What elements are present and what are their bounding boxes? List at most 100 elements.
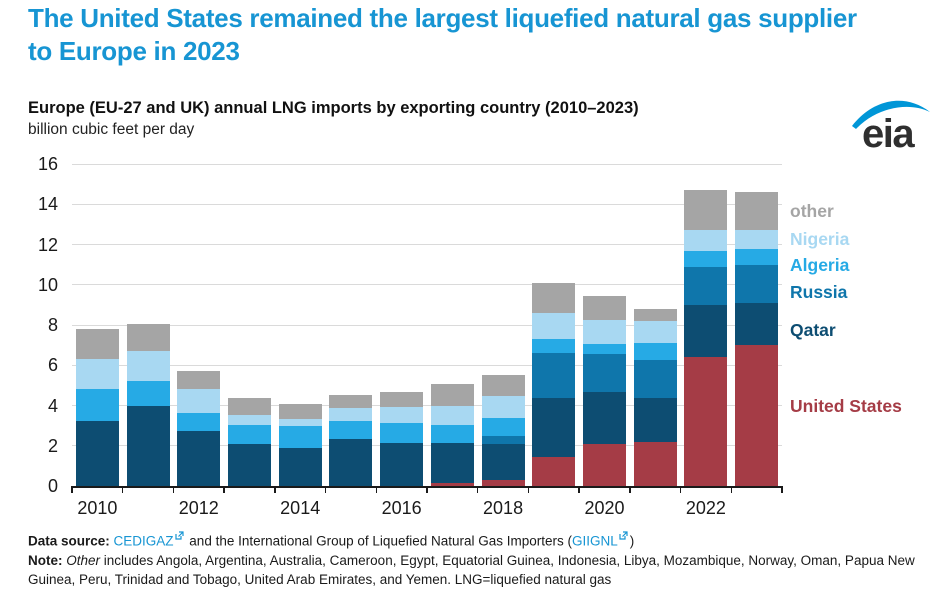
eia-logo: eia bbox=[850, 96, 932, 160]
bar-segment-qatar bbox=[75, 420, 119, 486]
note-label: Note: bbox=[28, 552, 67, 568]
x-axis-tick bbox=[426, 486, 428, 493]
bar-segment-qatar bbox=[126, 405, 170, 486]
note-text: includes Angola, Argentina, Australia, C… bbox=[28, 552, 919, 587]
bar-segment-qatar bbox=[177, 430, 221, 486]
bar-segment-algeria bbox=[177, 412, 221, 431]
gridline bbox=[72, 445, 782, 447]
bar-segment-algeria bbox=[532, 339, 576, 354]
gridline bbox=[72, 405, 782, 406]
x-axis-tick bbox=[629, 486, 631, 493]
x-axis-tick bbox=[578, 486, 580, 493]
bar-segment-nigeria bbox=[430, 405, 474, 425]
data-source-label: Data source: bbox=[28, 533, 114, 549]
bar-2020 bbox=[583, 295, 626, 486]
bar-segment-qatar bbox=[735, 302, 779, 346]
page-title: The United States remained the largest l… bbox=[28, 3, 857, 66]
bar-segment-other bbox=[380, 392, 424, 407]
bar-segment-algeria bbox=[583, 344, 626, 355]
bar-segment-qatar bbox=[481, 443, 525, 480]
bar-segment-algeria bbox=[430, 424, 474, 443]
data-source-text: and the International Group of Liquefied… bbox=[185, 533, 573, 549]
footer: Data source: CEDIGAZ and the Internation… bbox=[28, 531, 930, 589]
bar-2017 bbox=[430, 384, 474, 486]
data-source-end: ) bbox=[629, 533, 635, 549]
bar-2019 bbox=[532, 282, 576, 486]
legend-label-nigeria: Nigeria bbox=[790, 229, 850, 249]
bar-segment-other bbox=[481, 375, 525, 397]
y-axis-tick-label: 4 bbox=[47, 395, 58, 416]
x-axis-tick bbox=[527, 486, 530, 493]
bar-segment-nigeria bbox=[126, 351, 170, 382]
bar-segment-algeria bbox=[735, 248, 779, 265]
bar-segment-united-states bbox=[633, 441, 677, 486]
bar-segment-algeria bbox=[126, 381, 170, 406]
bar-segment-other bbox=[75, 329, 119, 360]
bar-segment-other bbox=[278, 403, 322, 419]
y-axis-tick-label: 2 bbox=[47, 435, 58, 456]
x-axis-tick bbox=[730, 486, 733, 493]
x-axis-tick-label: 2018 bbox=[483, 498, 524, 518]
bar-segment-nigeria bbox=[684, 230, 728, 251]
bar-segment-united-states bbox=[532, 456, 576, 486]
bar-segment-russia bbox=[633, 360, 677, 399]
cedigaz-link[interactable]: CEDIGAZ bbox=[113, 533, 174, 549]
bar-segment-qatar bbox=[583, 392, 626, 444]
y-axis-tick-label: 14 bbox=[37, 194, 58, 215]
bar-segment-nigeria bbox=[481, 396, 525, 418]
bar-segment-other bbox=[532, 282, 576, 313]
legend-label-russia: Russia bbox=[790, 282, 848, 302]
legend-label-united-states: United States bbox=[790, 396, 902, 416]
bar-segment-united-states bbox=[481, 479, 525, 486]
bar-segment-nigeria bbox=[532, 312, 576, 340]
x-axis-tick bbox=[121, 486, 124, 493]
y-axis-tick-label: 12 bbox=[37, 234, 58, 255]
bar-2011 bbox=[126, 324, 170, 486]
bar-segment-russia bbox=[481, 435, 525, 444]
bar-segment-qatar bbox=[278, 447, 322, 486]
giignl-link[interactable]: GIIGNL bbox=[572, 533, 618, 549]
bar-segment-other bbox=[228, 398, 271, 415]
gridline bbox=[72, 284, 782, 286]
bar-segment-nigeria bbox=[228, 414, 271, 425]
bar-2015 bbox=[329, 395, 373, 486]
y-axis-tick-label: 0 bbox=[47, 476, 58, 496]
gridline bbox=[72, 163, 782, 165]
bar-2014 bbox=[278, 403, 322, 486]
bar-segment-united-states bbox=[735, 345, 779, 486]
bar-segment-russia bbox=[735, 264, 779, 303]
bar-segment-qatar bbox=[633, 398, 677, 442]
bar-segment-other bbox=[430, 384, 474, 406]
bar-2023 bbox=[735, 192, 779, 486]
bar-segment-algeria bbox=[684, 250, 728, 267]
bar-segment-nigeria bbox=[75, 359, 119, 390]
bar-segment-other bbox=[177, 371, 221, 390]
y-axis-tick-label: 16 bbox=[37, 154, 58, 174]
x-axis-tick bbox=[476, 486, 479, 493]
chart-title: Europe (EU-27 and UK) annual LNG imports… bbox=[28, 99, 639, 117]
bar-segment-other bbox=[583, 295, 626, 320]
bar-segment-nigeria bbox=[633, 321, 677, 344]
bar-segment-united-states bbox=[583, 443, 626, 486]
bar-segment-qatar bbox=[228, 443, 271, 486]
data-source-line: Data source: CEDIGAZ and the Internation… bbox=[28, 531, 930, 551]
x-axis-tick-label: 2010 bbox=[77, 498, 118, 518]
bar-segment-russia bbox=[684, 266, 728, 305]
bar-segment-other bbox=[633, 308, 677, 322]
x-axis-tick bbox=[71, 486, 73, 493]
x-axis-tick bbox=[324, 486, 327, 493]
bar-segment-qatar bbox=[684, 304, 728, 358]
bar-segment-algeria bbox=[633, 343, 677, 361]
bar-segment-algeria bbox=[75, 389, 119, 421]
x-axis-tick-label: 2012 bbox=[178, 498, 219, 518]
x-axis-tick bbox=[223, 486, 225, 493]
bar-2012 bbox=[177, 371, 221, 486]
bar-segment-russia bbox=[532, 353, 576, 399]
x-axis-tick-label: 2014 bbox=[280, 498, 321, 518]
gridline bbox=[72, 244, 782, 245]
bar-segment-other bbox=[126, 324, 170, 352]
bar-segment-algeria bbox=[278, 425, 322, 448]
bar-segment-united-states bbox=[684, 357, 728, 486]
legend-label-qatar: Qatar bbox=[790, 320, 836, 340]
